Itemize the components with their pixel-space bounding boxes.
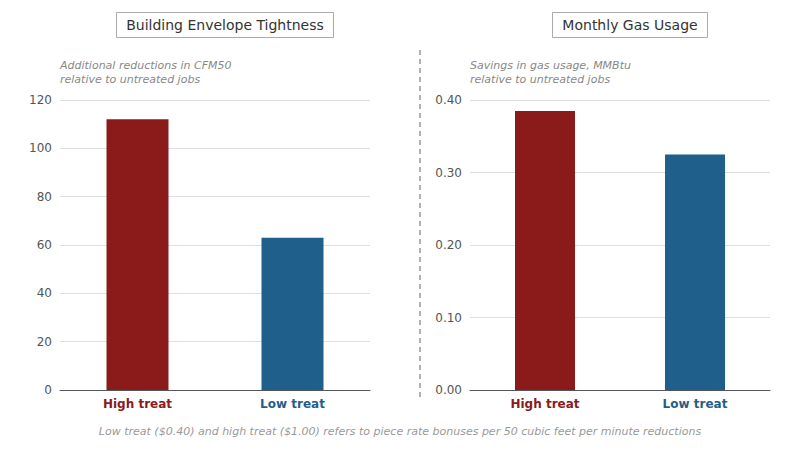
svg-text:High treat: High treat	[103, 397, 172, 411]
svg-text:0.30: 0.30	[435, 166, 462, 180]
svg-text:Low treat: Low treat	[663, 397, 728, 411]
svg-text:80: 80	[37, 190, 52, 204]
svg-text:0.00: 0.00	[435, 383, 462, 397]
svg-text:60: 60	[37, 238, 52, 252]
svg-text:0.20: 0.20	[435, 238, 462, 252]
svg-text:0.40: 0.40	[435, 93, 462, 107]
svg-text:120: 120	[29, 93, 52, 107]
svg-text:Building Envelope Tightness: Building Envelope Tightness	[126, 17, 324, 33]
svg-text:Savings in gas usage, MMBtu: Savings in gas usage, MMBtu	[470, 59, 631, 72]
svg-text:100: 100	[29, 141, 52, 155]
svg-text:20: 20	[37, 335, 52, 349]
svg-text:relative to untreated jobs: relative to untreated jobs	[60, 73, 200, 86]
svg-text:40: 40	[37, 286, 52, 300]
svg-text:0: 0	[44, 383, 52, 397]
svg-text:High treat: High treat	[510, 397, 579, 411]
svg-text:Low treat: Low treat	[260, 397, 325, 411]
svg-text:Low treat ($0.40) and high tre: Low treat ($0.40) and high treat ($1.00)…	[99, 425, 702, 438]
svg-text:0.10: 0.10	[435, 311, 462, 325]
svg-text:relative to untreated jobs: relative to untreated jobs	[470, 73, 610, 86]
svg-text:Monthly Gas Usage: Monthly Gas Usage	[562, 17, 697, 33]
svg-text:Additional reductions in CFM50: Additional reductions in CFM50	[59, 59, 232, 72]
